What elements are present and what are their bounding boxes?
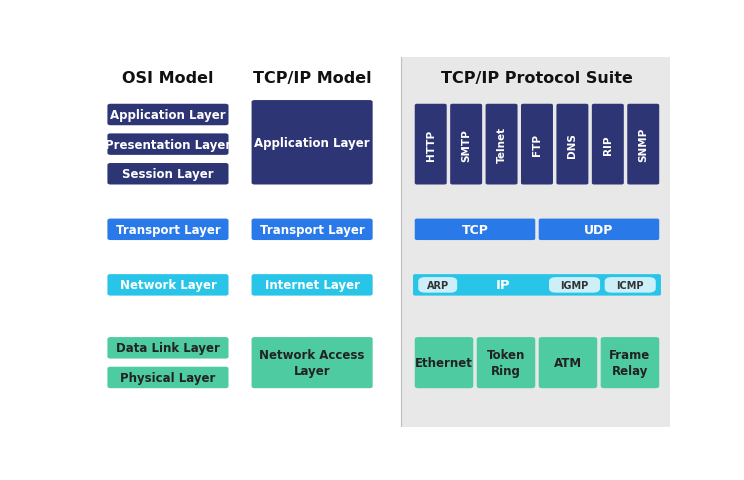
- FancyBboxPatch shape: [539, 219, 659, 240]
- Text: UDP: UDP: [584, 223, 614, 236]
- FancyBboxPatch shape: [107, 337, 228, 359]
- FancyBboxPatch shape: [107, 164, 228, 185]
- Text: Session Layer: Session Layer: [122, 168, 214, 181]
- Text: FTP: FTP: [532, 134, 542, 156]
- Text: Token
Ring: Token Ring: [487, 348, 525, 377]
- Text: SMTP: SMTP: [461, 129, 471, 161]
- FancyBboxPatch shape: [107, 275, 228, 296]
- FancyBboxPatch shape: [477, 337, 535, 388]
- FancyBboxPatch shape: [414, 105, 446, 185]
- FancyBboxPatch shape: [418, 277, 457, 293]
- Bar: [402, 58, 670, 427]
- FancyBboxPatch shape: [521, 105, 553, 185]
- FancyBboxPatch shape: [251, 337, 373, 388]
- Text: Application Layer: Application Layer: [254, 136, 370, 149]
- FancyBboxPatch shape: [414, 337, 473, 388]
- FancyBboxPatch shape: [605, 277, 655, 293]
- FancyBboxPatch shape: [627, 105, 659, 185]
- FancyBboxPatch shape: [413, 275, 661, 296]
- Text: Presentation Layer: Presentation Layer: [105, 138, 231, 151]
- FancyBboxPatch shape: [414, 219, 535, 240]
- Text: TCP/IP Model: TCP/IP Model: [253, 71, 371, 85]
- FancyBboxPatch shape: [107, 367, 228, 388]
- Text: Ethernet: Ethernet: [415, 357, 473, 370]
- Text: Transport Layer: Transport Layer: [260, 223, 365, 236]
- FancyBboxPatch shape: [539, 337, 597, 388]
- Text: TCP/IP Protocol Suite: TCP/IP Protocol Suite: [441, 71, 633, 85]
- FancyBboxPatch shape: [600, 337, 659, 388]
- FancyBboxPatch shape: [486, 105, 518, 185]
- Text: RIP: RIP: [603, 135, 613, 155]
- Text: Internet Layer: Internet Layer: [265, 279, 359, 292]
- Text: SNMP: SNMP: [638, 128, 648, 162]
- Text: Network Access
Layer: Network Access Layer: [260, 348, 365, 377]
- FancyBboxPatch shape: [107, 105, 228, 126]
- Text: ATM: ATM: [554, 357, 582, 370]
- FancyBboxPatch shape: [251, 275, 373, 296]
- Text: ARP: ARP: [426, 280, 449, 290]
- FancyBboxPatch shape: [591, 105, 623, 185]
- Text: Data Link Layer: Data Link Layer: [116, 342, 220, 355]
- Text: ICMP: ICMP: [617, 280, 644, 290]
- Text: Network Layer: Network Layer: [120, 279, 217, 292]
- FancyBboxPatch shape: [450, 105, 482, 185]
- FancyBboxPatch shape: [107, 219, 228, 240]
- Text: IGMP: IGMP: [560, 280, 589, 290]
- Text: IP: IP: [496, 279, 510, 292]
- FancyBboxPatch shape: [251, 101, 373, 185]
- Text: Transport Layer: Transport Layer: [115, 223, 220, 236]
- Text: Frame
Relay: Frame Relay: [609, 348, 650, 377]
- Text: OSI Model: OSI Model: [122, 71, 214, 85]
- FancyBboxPatch shape: [107, 134, 228, 156]
- Text: DNS: DNS: [568, 132, 577, 157]
- FancyBboxPatch shape: [251, 219, 373, 240]
- Text: Telnet: Telnet: [496, 127, 507, 163]
- Text: Physical Layer: Physical Layer: [121, 371, 216, 384]
- Text: Application Layer: Application Layer: [110, 109, 225, 122]
- Text: TCP: TCP: [461, 223, 488, 236]
- FancyBboxPatch shape: [557, 105, 589, 185]
- FancyBboxPatch shape: [549, 277, 600, 293]
- Text: HTTP: HTTP: [426, 129, 436, 160]
